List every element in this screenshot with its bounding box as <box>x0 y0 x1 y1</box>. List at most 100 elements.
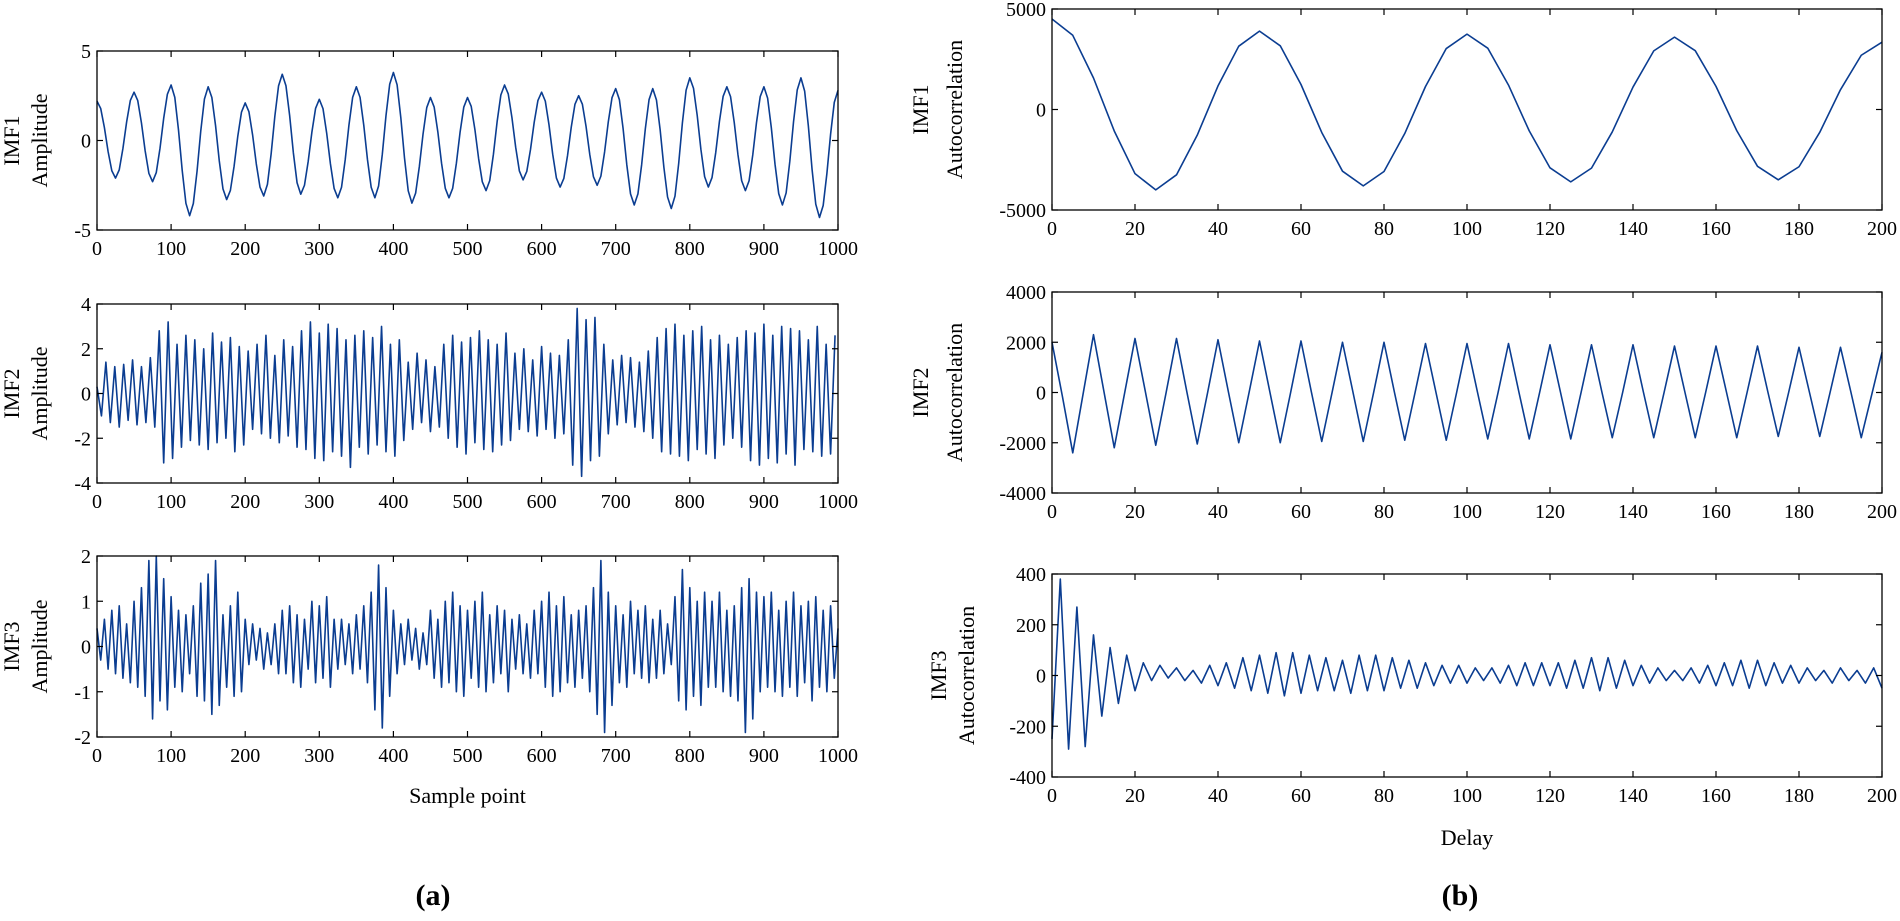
y-tick-label: 1 <box>81 591 91 613</box>
x-tick-label: 180 <box>1784 218 1814 240</box>
x-tick-label: 0 <box>92 745 102 767</box>
x-tick-label: 700 <box>601 745 631 767</box>
y-tick-label: -5 <box>74 220 91 242</box>
y-tick-label: -200 <box>1009 716 1046 738</box>
y-axis-label: IMF2 <box>0 368 24 418</box>
x-tick-label: 160 <box>1701 501 1731 523</box>
x-tick-label: 600 <box>527 491 557 513</box>
x-tick-label: 60 <box>1291 218 1311 240</box>
y-tick-label: -2 <box>74 428 91 450</box>
x-tick-label: 120 <box>1535 785 1565 807</box>
x-tick-label: 200 <box>1867 785 1897 807</box>
signal-line <box>1051 333 1883 454</box>
y-axis-label: IMF3 <box>0 621 24 671</box>
x-tick-label: 120 <box>1535 218 1565 240</box>
x-tick-label: 60 <box>1291 501 1311 523</box>
x-tick-label: 160 <box>1701 785 1731 807</box>
y-tick-label: -4 <box>74 473 91 495</box>
x-tick-label: 500 <box>453 491 483 513</box>
signal-line <box>96 555 839 734</box>
x-tick-label: 80 <box>1374 501 1394 523</box>
x-tick-label: 200 <box>230 238 260 260</box>
y-tick-label: 0 <box>81 637 91 659</box>
y-tick-label: 0 <box>81 131 91 153</box>
x-tick-label: 40 <box>1208 785 1228 807</box>
y-tick-label: 400 <box>1016 564 1046 586</box>
y-axis-label: Amplitude <box>27 93 52 187</box>
y-tick-label: 2 <box>81 339 91 361</box>
y-axis-label: IMF2 <box>908 367 933 417</box>
x-tick-label: 140 <box>1618 501 1648 523</box>
y-tick-label: -2000 <box>999 433 1046 455</box>
x-tick-label: 300 <box>304 491 334 513</box>
x-tick-label: 700 <box>601 491 631 513</box>
x-tick-label: 400 <box>378 491 408 513</box>
axes-frame <box>96 50 839 231</box>
y-axis-label: Autocorrelation <box>954 606 979 745</box>
x-tick-label: 120 <box>1535 501 1565 523</box>
y-tick-label: 2 <box>81 546 91 568</box>
x-tick-label: 0 <box>1047 501 1057 523</box>
x-tick-label: 80 <box>1374 785 1394 807</box>
x-tick-label: 20 <box>1125 501 1145 523</box>
x-tick-label: 180 <box>1784 501 1814 523</box>
y-tick-label: 4 <box>81 294 91 316</box>
x-tick-label: 60 <box>1291 785 1311 807</box>
x-tick-label: 800 <box>675 238 705 260</box>
y-tick-label: 5000 <box>1006 0 1046 21</box>
x-tick-label: 80 <box>1374 218 1394 240</box>
x-tick-label: 800 <box>675 491 705 513</box>
signal-line <box>96 307 836 478</box>
x-tick-label: 180 <box>1784 785 1814 807</box>
signal-line <box>1051 578 1883 750</box>
x-tick-label: 200 <box>1867 501 1897 523</box>
x-tick-label: 500 <box>453 238 483 260</box>
signal-line <box>96 71 839 219</box>
y-tick-label: 200 <box>1016 615 1046 637</box>
y-tick-label: -1 <box>74 682 91 704</box>
x-tick-label: 100 <box>1452 501 1482 523</box>
y-tick-label: -2 <box>74 727 91 749</box>
axes-frame <box>1051 573 1883 778</box>
x-tick-label: 600 <box>527 238 557 260</box>
y-tick-label: 0 <box>1036 666 1046 688</box>
x-tick-label: 500 <box>453 745 483 767</box>
x-tick-label: 300 <box>304 238 334 260</box>
x-tick-label: 40 <box>1208 218 1228 240</box>
x-tick-label: 20 <box>1125 218 1145 240</box>
y-tick-label: -4000 <box>999 483 1046 505</box>
signal-line <box>1051 18 1883 191</box>
x-tick-label: 100 <box>1452 218 1482 240</box>
y-axis-label: IMF3 <box>926 650 951 700</box>
x-axis-label: Sample point <box>409 783 526 808</box>
y-axis-label: Amplitude <box>27 599 52 693</box>
y-tick-label: 4000 <box>1006 282 1046 304</box>
x-tick-label: 200 <box>230 745 260 767</box>
axes-frame <box>1051 8 1883 211</box>
x-tick-label: 900 <box>749 745 779 767</box>
y-axis-label: IMF1 <box>908 84 933 134</box>
y-tick-label: 0 <box>81 384 91 406</box>
x-tick-label: 900 <box>749 491 779 513</box>
x-tick-label: 100 <box>156 745 186 767</box>
x-tick-label: 400 <box>378 745 408 767</box>
x-tick-label: 1000 <box>818 491 858 513</box>
y-tick-label: 5 <box>81 41 91 63</box>
x-tick-label: 40 <box>1208 501 1228 523</box>
x-tick-label: 400 <box>378 238 408 260</box>
x-tick-label: 600 <box>527 745 557 767</box>
axes-frame <box>1051 291 1883 494</box>
x-tick-label: 100 <box>1452 785 1482 807</box>
x-tick-label: 20 <box>1125 785 1145 807</box>
x-tick-label: 900 <box>749 238 779 260</box>
x-tick-label: 800 <box>675 745 705 767</box>
x-axis-label: Delay <box>1441 825 1494 850</box>
x-tick-label: 140 <box>1618 785 1648 807</box>
y-axis-label: Autocorrelation <box>942 40 967 179</box>
x-tick-label: 0 <box>92 491 102 513</box>
x-tick-label: 200 <box>1867 218 1897 240</box>
y-tick-label: 0 <box>1036 383 1046 405</box>
y-tick-label: -400 <box>1009 767 1046 789</box>
x-tick-label: 1000 <box>818 238 858 260</box>
